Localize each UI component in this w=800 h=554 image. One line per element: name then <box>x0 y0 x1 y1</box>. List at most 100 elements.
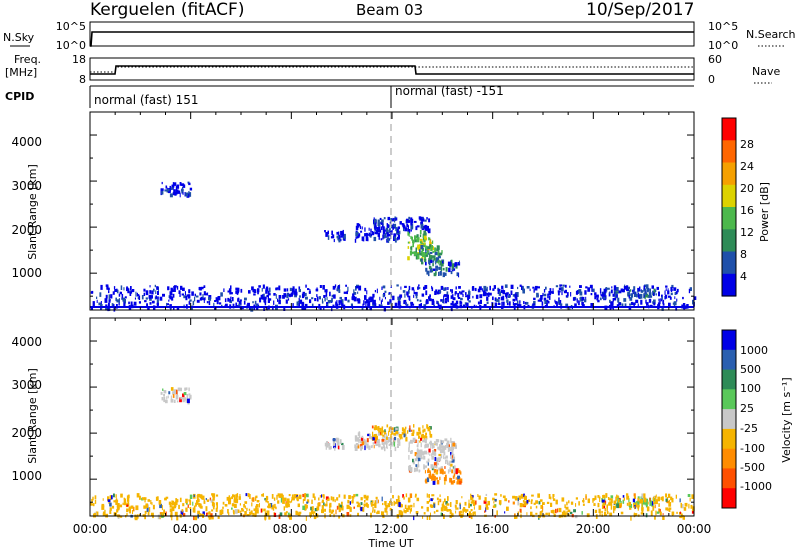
scatter-cell <box>428 218 431 223</box>
scatter-cell <box>376 230 379 235</box>
scatter-cell <box>655 293 657 296</box>
scatter-cell <box>293 494 297 499</box>
scatter-cell <box>473 502 476 506</box>
scatter-cell <box>641 499 643 504</box>
scatter-cell <box>423 242 426 245</box>
scatter-cell <box>372 293 375 298</box>
scatter-cell <box>419 299 422 302</box>
scatter-cell <box>384 429 386 432</box>
scatter-cell <box>337 287 339 292</box>
scatter-cell <box>604 511 607 516</box>
scatter-cell <box>398 495 400 500</box>
scatter-cell <box>417 244 420 247</box>
scatter-cell <box>425 478 428 484</box>
scatter-cell <box>374 230 376 234</box>
power-y-tick-4000: 4000 <box>11 135 42 149</box>
power-y-tick-1000: 1000 <box>11 266 42 280</box>
scatter-cell <box>171 500 175 506</box>
scatter-cell <box>393 223 397 228</box>
scatter-cell <box>610 289 613 294</box>
scatter-cell <box>565 303 569 308</box>
scatter-cell <box>431 245 433 249</box>
scatter-cell <box>613 505 616 511</box>
scatter-cell <box>605 493 608 498</box>
velocity-y-axis-label: Slant Range [km] <box>26 368 39 464</box>
scatter-cell <box>414 252 416 256</box>
scatter-cell <box>429 294 431 298</box>
scatter-cell <box>397 438 399 443</box>
scatter-cell <box>507 295 510 298</box>
nave-label: Nave <box>752 65 780 78</box>
scatter-cell <box>534 288 538 291</box>
scatter-cell <box>590 293 593 296</box>
scatter-cell <box>429 440 432 446</box>
scatter-cell <box>569 285 571 288</box>
scatter-cell <box>635 502 638 508</box>
scatter-cell <box>342 234 344 238</box>
scatter-cell <box>398 510 402 515</box>
scatter-cell <box>424 232 427 236</box>
scatter-cell <box>358 233 361 237</box>
scatter-cell <box>408 428 411 432</box>
scatter-cell <box>679 515 682 519</box>
scatter-cell <box>283 288 287 292</box>
scatter-cell <box>231 503 235 507</box>
scatter-cell <box>219 510 223 515</box>
scatter-cell <box>670 289 673 292</box>
scatter-cell <box>339 439 342 444</box>
scatter-cell <box>436 300 438 304</box>
scatter-cell <box>329 291 331 297</box>
scatter-cell <box>257 306 259 311</box>
scatter-cell <box>327 300 331 304</box>
scatter-cell <box>226 496 230 501</box>
scatter-cell <box>612 298 614 302</box>
scatter-cell <box>407 219 411 223</box>
scatter-cell <box>596 297 599 301</box>
scatter-cell <box>674 291 677 295</box>
scatter-cell <box>683 507 687 511</box>
scatter-cell <box>545 286 547 290</box>
scatter-cell <box>522 286 524 291</box>
scatter-cell <box>411 433 415 436</box>
scatter-cell <box>653 299 656 305</box>
scatter-cell <box>478 286 482 290</box>
scatter-cell <box>434 465 437 469</box>
scatter-cell <box>304 493 306 498</box>
scatter-cell <box>543 297 547 301</box>
scatter-cell <box>381 219 384 223</box>
scatter-cell <box>367 301 371 306</box>
scatter-cell <box>552 498 556 501</box>
scatter-cell <box>459 471 462 475</box>
scatter-cell <box>470 509 473 512</box>
velocity-y-tick-1000: 1000 <box>11 469 42 483</box>
scatter-cell <box>331 230 333 236</box>
scatter-cell <box>483 500 487 504</box>
scatter-cell <box>644 284 647 288</box>
scatter-cell <box>287 298 290 301</box>
scatter-cell <box>451 457 453 461</box>
scatter-cell <box>383 434 386 439</box>
nsky-panel: N.Sky 10^5 10^0 10^5 10^0 N.Search <box>3 20 796 52</box>
scatter-cell <box>393 432 396 436</box>
scatter-cell <box>665 294 668 299</box>
scatter-cell <box>176 395 178 398</box>
scatter-cell <box>382 434 385 437</box>
scatter-cell <box>407 225 409 230</box>
scatter-cell <box>169 291 173 295</box>
scatter-cell <box>671 284 674 288</box>
scatter-cell <box>261 508 263 513</box>
scatter-cell <box>429 504 433 507</box>
scatter-cell <box>129 508 131 514</box>
scatter-cell <box>311 303 314 307</box>
scatter-cell <box>575 503 577 507</box>
scatter-cell <box>134 514 137 520</box>
scatter-cell <box>312 511 314 516</box>
scatter-cell <box>110 294 113 299</box>
scatter-cell <box>404 293 406 298</box>
scatter-cell <box>407 246 410 249</box>
scatter-cell <box>324 503 328 507</box>
scatter-cell <box>418 427 421 432</box>
scatter-cell <box>658 503 660 507</box>
scatter-cell <box>439 469 443 474</box>
scatter-cell <box>414 238 417 243</box>
